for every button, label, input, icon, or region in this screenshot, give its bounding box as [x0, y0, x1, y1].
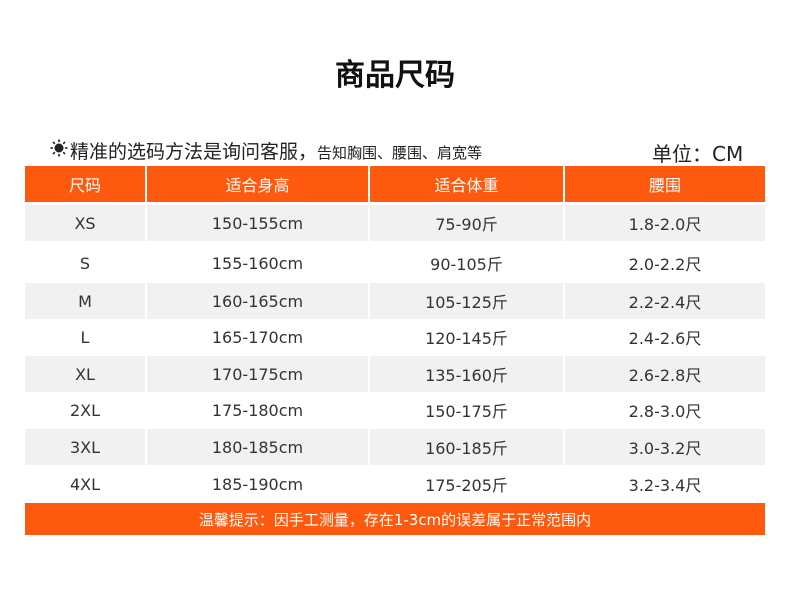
table-cell: XL — [25, 356, 145, 392]
table-cell: 3XL — [25, 429, 145, 465]
column-header: 适合体重 — [370, 166, 563, 202]
table-cell: 2XL — [69, 400, 101, 420]
page-title: 商品尺码 — [335, 58, 455, 93]
note-main: 精准的选码方法是询问客服， — [70, 141, 318, 163]
table-cell: 2.4-2.6尺 — [628, 329, 702, 348]
table-cell: 150-155cm — [147, 205, 368, 241]
table-cell: M — [25, 283, 145, 319]
column-header: 适合身高 — [147, 166, 368, 202]
table-cell: 160-185斤 — [370, 429, 563, 465]
table-cell: 160-165cm — [147, 283, 368, 319]
table-cell: 180-185cm — [147, 429, 368, 465]
sun-icon — [50, 139, 68, 157]
column-header: 尺码 — [25, 166, 145, 202]
table-cell: 185-190cm — [211, 474, 304, 494]
note-detail: 告知胸围、腰围、肩宽等 — [317, 144, 483, 162]
table-cell: 105-125斤 — [370, 283, 563, 319]
table-cell: S — [79, 253, 91, 273]
table-cell: 2.2-2.4尺 — [565, 283, 765, 319]
table-cell: 165-170cm — [211, 327, 304, 347]
table-cell: 3.0-3.2尺 — [565, 429, 765, 465]
table-cell: 75-90斤 — [370, 205, 563, 241]
table-cell: 120-145斤 — [425, 329, 508, 348]
footer-tip: 温馨提示：因手工测量，存在1-3cm的误差属于正常范围内 — [25, 503, 765, 535]
table-cell: 4XL — [69, 474, 101, 494]
table-cell: 170-175cm — [147, 356, 368, 392]
table-cell: 150-175斤 — [425, 402, 508, 421]
table-cell: 135-160斤 — [370, 356, 563, 392]
column-header: 腰围 — [565, 166, 765, 202]
table-cell: 90-105斤 — [430, 255, 503, 274]
note: 精准的选码方法是询问客服，告知胸围、腰围、肩宽等 — [70, 137, 482, 164]
table-cell: 155-160cm — [211, 253, 304, 273]
table-cell: 1.8-2.0尺 — [565, 205, 765, 241]
table-cell: L — [80, 327, 90, 347]
unit: 单位：CM — [652, 142, 744, 166]
table-cell: 175-180cm — [211, 400, 304, 420]
table-cell: 2.8-3.0尺 — [628, 402, 702, 421]
table-cell: 2.0-2.2尺 — [628, 255, 702, 274]
table-cell: 3.2-3.4尺 — [628, 476, 702, 495]
table-cell: XS — [25, 205, 145, 241]
table-cell: 2.6-2.8尺 — [565, 356, 765, 392]
table-cell: 175-205斤 — [425, 476, 508, 495]
